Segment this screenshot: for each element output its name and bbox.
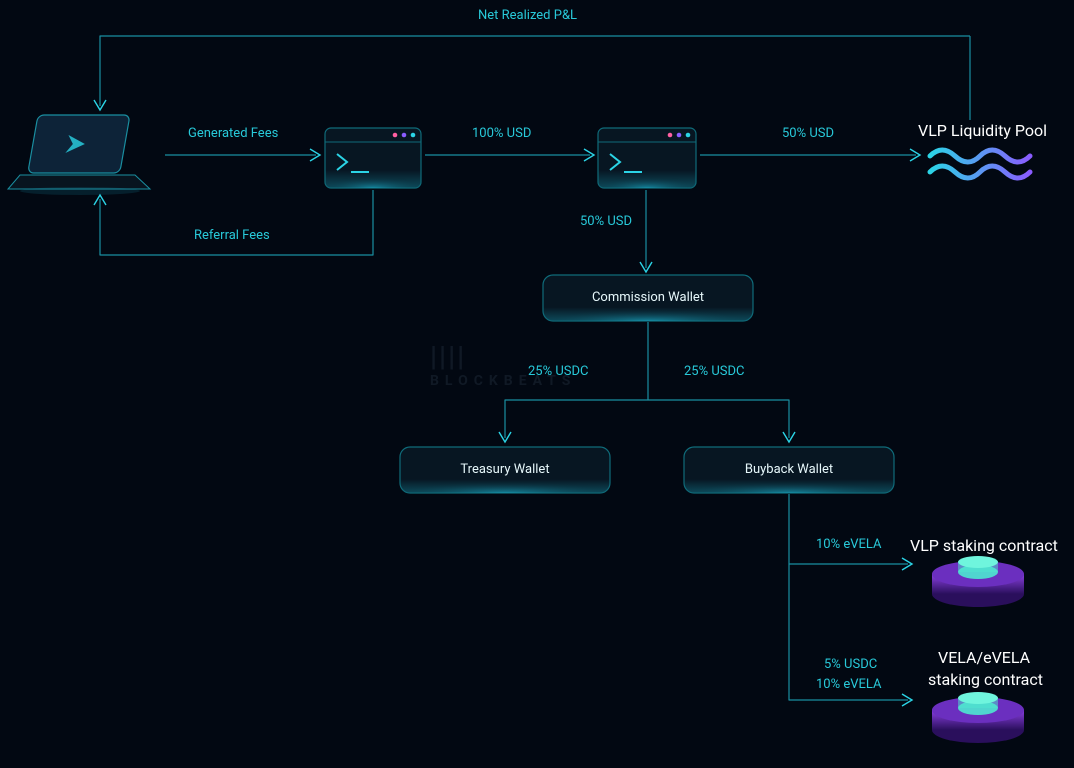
buyback-wallet-label: Buyback Wallet: [684, 462, 894, 477]
label-net-pnl: Net Realized P&L: [478, 8, 577, 23]
treasury-wallet-label: Treasury Wallet: [400, 462, 610, 477]
terminal1-node: [325, 128, 421, 188]
label-100-usd: 100% USD: [472, 126, 531, 141]
vlp-pool-waves: [930, 150, 1030, 178]
edge-buyback-vlpstake: [789, 494, 908, 564]
label-50-usd-down: 50% USD: [580, 214, 632, 229]
edge-net-pnl: [100, 36, 970, 106]
vlp-staking-title: VLP staking contract: [910, 536, 1058, 555]
commission-wallet-label: Commission Wallet: [543, 290, 753, 305]
arrowheads: [94, 100, 920, 706]
label-25-usdc-right: 25% USDC: [684, 364, 745, 379]
edge-commission-left: [505, 400, 648, 438]
label-5-usdc: 5% USDC: [824, 657, 877, 672]
edge-referral: [100, 190, 373, 255]
label-referral-fees: Referral Fees: [194, 228, 270, 243]
label-generated-fees: Generated Fees: [188, 126, 278, 141]
edge-commission-right: [648, 400, 789, 438]
vela-staking-title2: staking contract: [928, 670, 1043, 689]
label-25-usdc-left: 25% USDC: [528, 364, 589, 379]
label-10-evela: 10% eVELA: [816, 537, 882, 552]
label-10-evela-2: 10% eVELA: [816, 677, 882, 692]
vela-staking-title1: VELA/eVELA: [938, 648, 1030, 667]
terminal2-node: [598, 128, 696, 188]
diagram-canvas: [0, 0, 1074, 768]
laptop-node: [8, 115, 150, 195]
vela-staking-cylinder: [932, 692, 1024, 743]
vlp-staking-cylinder: [932, 556, 1024, 607]
label-50-usd-right: 50% USD: [782, 126, 834, 141]
vlp-pool-title: VLP Liquidity Pool: [918, 121, 1047, 140]
